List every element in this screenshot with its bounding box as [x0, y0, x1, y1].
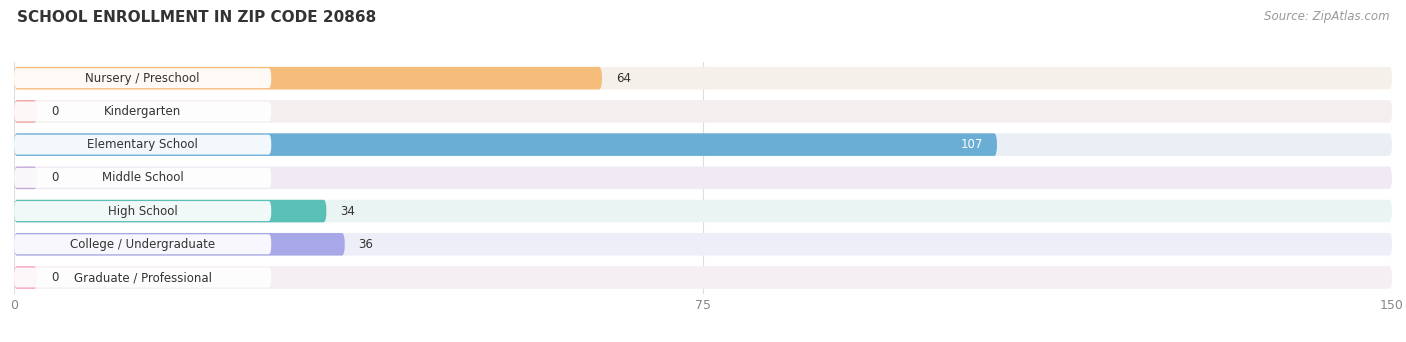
FancyBboxPatch shape — [14, 267, 271, 288]
FancyBboxPatch shape — [14, 200, 326, 222]
FancyBboxPatch shape — [14, 100, 37, 123]
FancyBboxPatch shape — [14, 167, 37, 189]
FancyBboxPatch shape — [14, 168, 271, 188]
FancyBboxPatch shape — [14, 233, 344, 255]
FancyBboxPatch shape — [14, 102, 271, 121]
FancyBboxPatch shape — [14, 67, 602, 90]
Text: Nursery / Preschool: Nursery / Preschool — [86, 72, 200, 85]
Text: Graduate / Professional: Graduate / Professional — [73, 271, 212, 284]
FancyBboxPatch shape — [14, 133, 1392, 156]
Text: 64: 64 — [616, 72, 631, 85]
FancyBboxPatch shape — [14, 100, 1392, 123]
FancyBboxPatch shape — [14, 135, 271, 155]
FancyBboxPatch shape — [14, 133, 997, 156]
Text: 0: 0 — [51, 271, 58, 284]
FancyBboxPatch shape — [14, 266, 37, 289]
FancyBboxPatch shape — [14, 200, 1392, 222]
Text: College / Undergraduate: College / Undergraduate — [70, 238, 215, 251]
FancyBboxPatch shape — [14, 266, 1392, 289]
FancyBboxPatch shape — [14, 233, 1392, 255]
Text: High School: High School — [108, 205, 177, 218]
FancyBboxPatch shape — [14, 68, 271, 88]
FancyBboxPatch shape — [14, 234, 271, 254]
Text: Source: ZipAtlas.com: Source: ZipAtlas.com — [1264, 10, 1389, 23]
FancyBboxPatch shape — [14, 167, 1392, 189]
Text: 0: 0 — [51, 171, 58, 184]
Text: Middle School: Middle School — [101, 171, 184, 184]
FancyBboxPatch shape — [14, 67, 1392, 90]
Text: Kindergarten: Kindergarten — [104, 105, 181, 118]
FancyBboxPatch shape — [14, 201, 271, 221]
Text: 107: 107 — [960, 138, 983, 151]
Text: Elementary School: Elementary School — [87, 138, 198, 151]
Text: 36: 36 — [359, 238, 374, 251]
Text: SCHOOL ENROLLMENT IN ZIP CODE 20868: SCHOOL ENROLLMENT IN ZIP CODE 20868 — [17, 10, 377, 25]
Text: 0: 0 — [51, 105, 58, 118]
Text: 34: 34 — [340, 205, 356, 218]
